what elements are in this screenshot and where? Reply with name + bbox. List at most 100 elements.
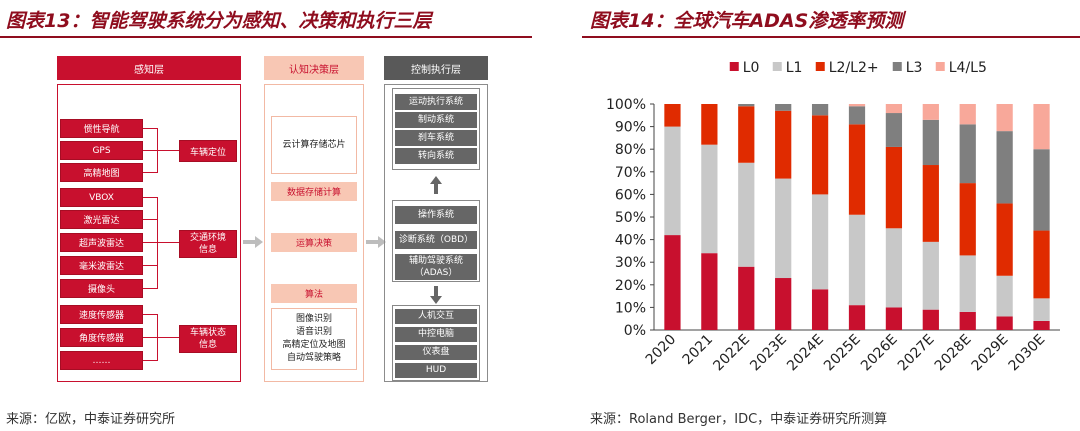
y-tick-label: 70%: [615, 165, 646, 181]
legend-label: L1: [786, 60, 803, 76]
sensor-angle: 角度传感器: [60, 328, 143, 347]
y-tick-label: 90%: [615, 120, 646, 136]
wire: [157, 242, 179, 243]
wire: [143, 150, 157, 151]
compute-decision: 运算决策: [271, 233, 357, 252]
sensor-mmwave-radar: 毫米波雷达: [60, 256, 143, 275]
left-title-rule: [0, 36, 532, 38]
bar-l3-2027e: [922, 119, 939, 166]
legend-label: L3: [906, 60, 923, 76]
bar-l2-l2--2025e: [848, 124, 866, 215]
bar-l1-2022e: [738, 162, 755, 267]
adas-penetration-chart: 0% 10% 20% 30% 40% 50% 60% 70% 80% 90% 100% 2020 202…: [606, 60, 1060, 375]
bar-l2-l2--2024e: [811, 115, 829, 195]
sensor-ultrasonic-radar: 超声波雷达: [60, 233, 143, 252]
y-tick-label: 50%: [615, 210, 646, 226]
y-tick-label: 0%: [624, 323, 646, 339]
y-tick-label: 20%: [615, 278, 646, 294]
bar-l3-2026e: [885, 113, 903, 147]
legend-swatch-l2-l2-: [815, 62, 825, 71]
sensor-more: ……: [60, 351, 143, 370]
bar-l0-2029e: [996, 316, 1013, 330]
legend-label: L0: [743, 60, 760, 76]
hmi-interaction: 人机交互: [395, 309, 477, 324]
y-tick-label: 40%: [615, 233, 646, 249]
bar-l0-2025e: [848, 305, 866, 330]
bar-l3-2023e: [775, 104, 792, 111]
bar-l2-l2--2021: [701, 104, 718, 145]
bar-l1-2029e: [996, 275, 1013, 317]
execution-mid-group: [392, 200, 480, 282]
adas-system: 辅助驾驶系统 （ADAS）: [395, 254, 477, 280]
bar-l3-2022e: [738, 104, 755, 107]
decision-box: [264, 84, 364, 382]
left-figure-source: 来源：亿欧，中泰证券研究所: [6, 412, 176, 427]
bar-l1-2020: [664, 126, 681, 236]
y-tick-label: 100%: [606, 97, 646, 113]
y-tick-label: 30%: [615, 255, 646, 271]
bar-l0-2022e: [738, 266, 755, 330]
bar-l2-l2--2022e: [738, 106, 755, 163]
x-tick-label: 2024E: [784, 332, 827, 375]
bar-l3-2025e: [848, 106, 866, 125]
wire: [157, 150, 179, 151]
brake-system: 刹车系统: [395, 130, 477, 146]
steering-system: 转向系统: [395, 148, 477, 164]
motion-execution-system: 运动执行系统: [395, 94, 477, 110]
right-figure-source: 来源：Roland Berger，IDC，中泰证券研究所测算: [590, 412, 888, 427]
bar-l4-l5-2029e: [996, 104, 1013, 132]
x-tick-label: 2023E: [747, 332, 790, 375]
bar-l2-l2--2028e: [959, 183, 976, 256]
sensor-gps: GPS: [60, 141, 143, 160]
legend-swatch-l0: [729, 62, 739, 71]
x-tick-label: 2025E: [821, 332, 864, 375]
wire: [143, 197, 157, 198]
legend-swatch-l4-l5: [935, 62, 945, 71]
wire: [143, 314, 157, 315]
x-tick-label: 2028E: [932, 332, 975, 375]
cloud-storage-chip: 云计算存储芯片: [271, 116, 357, 174]
legend-swatch-l3: [892, 62, 902, 71]
bar-l0-2021: [701, 253, 718, 330]
execution-top-group: [392, 88, 480, 170]
bar-l1-2024e: [811, 194, 829, 290]
left-figure-title: 图表13：智能驾驶系统分为感知、决策和执行三层: [6, 10, 432, 32]
sensor-vbox: VBOX: [60, 188, 143, 207]
bar-l2-l2--2030e: [1033, 230, 1050, 299]
algorithm-items: 图像识别 语音识别 高精定位及地图 自动驾驶策略: [271, 308, 357, 370]
legend-label: L4/L5: [949, 60, 987, 76]
dashboard: 仪表盘: [395, 345, 477, 360]
bar-l3-2029e: [996, 131, 1013, 204]
algorithm-label: 算法: [271, 284, 357, 303]
execution-header: 控制执行层: [384, 56, 488, 80]
sensor-speed: 速度传感器: [60, 305, 143, 324]
wire: [143, 128, 157, 129]
perception-header: 感知层: [57, 56, 241, 80]
right-title-rule: [582, 36, 1080, 38]
y-tick-label: 60%: [615, 187, 646, 203]
bar-l2-l2--2027e: [922, 165, 939, 242]
bar-l3-2030e: [1033, 149, 1050, 231]
output-vehicle-status-info: 车辆状态 信息: [179, 325, 237, 353]
operating-system: 操作系统: [395, 206, 477, 224]
legend-label: L2/L2+: [829, 60, 879, 76]
bar-l1-2027e: [922, 241, 939, 310]
bar-l3-2024e: [811, 104, 829, 116]
legend-swatch-l1: [772, 62, 782, 71]
bar-l0-2024e: [811, 289, 829, 330]
bar-l2-l2--2026e: [885, 146, 903, 229]
x-tick-label: 2020: [643, 332, 680, 369]
wire: [143, 172, 157, 173]
bar-l2-l2--2023e: [775, 110, 792, 179]
bar-l2-l2--2029e: [996, 203, 1013, 276]
bar-l1-2026e: [885, 228, 903, 308]
bar-l1-2023e: [775, 178, 792, 279]
x-tick-label: 2027E: [895, 332, 938, 375]
bar-l3-2028e: [959, 124, 976, 184]
architecture-diagram: 感知层 惯性导航 GPS 高精地图 VBOX 激光雷达 超声波雷达 毫米波雷达 …: [0, 40, 540, 400]
sensor-inertial-nav: 惯性导航: [60, 119, 143, 138]
x-tick-label: 2029E: [969, 332, 1012, 375]
arrow-up-icon: [430, 176, 442, 194]
hud: HUD: [395, 363, 477, 378]
braking-system: 制动系统: [395, 112, 477, 128]
